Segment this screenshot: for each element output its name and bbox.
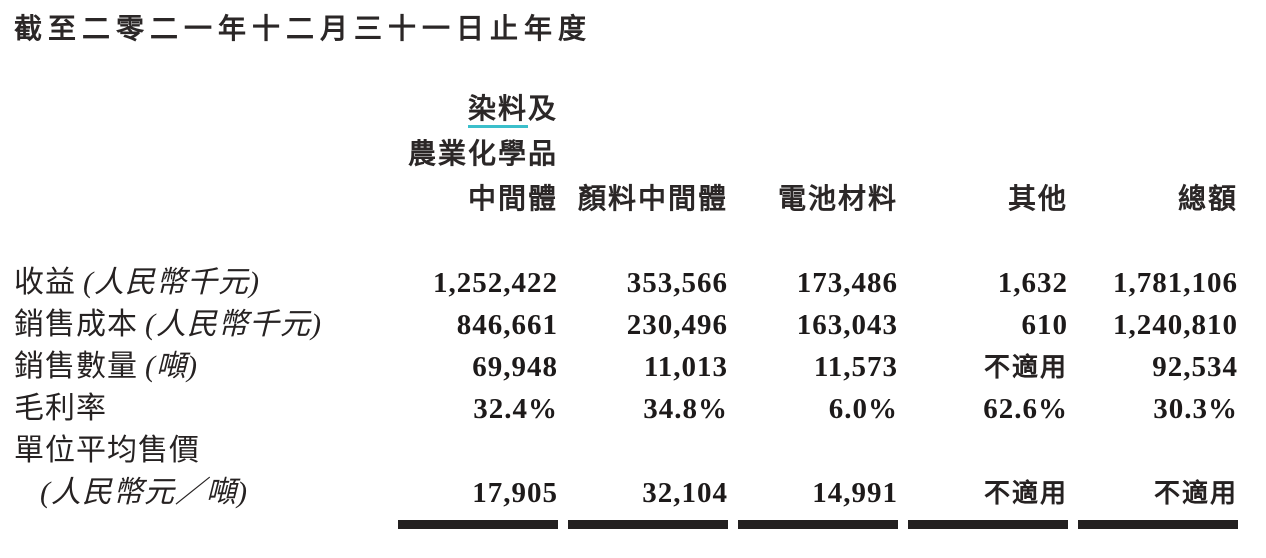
table-row-average-selling-price-label: 單位平均售價 [14,430,1238,472]
rule-cell [558,514,728,536]
cell-value [1068,430,1238,472]
table-row-cost-of-sales: 銷售成本 (人民幣千元) 846,661 230,496 163,043 610 … [14,304,1238,346]
column-header-total: 總額 [1177,183,1238,214]
cell-value [388,430,558,472]
row-label: 單位平均售價 [14,430,388,472]
cell-value: 69,948 [472,351,558,383]
page-title: 截至二零二一年十二月三十一日止年度 [14,13,593,44]
rule-spacer-cell [14,514,388,536]
row-label: 銷售成本 (人民幣千元) [14,304,388,346]
cell-value: 1,240,810 [1113,309,1238,341]
cell-value: 11,573 [813,351,898,383]
column-header-battery-materials: 電池材料 [777,183,898,214]
cell-value: 17,905 [472,477,558,509]
row-label-note: (人民幣元／噸) [40,476,248,509]
cell-value: 30.3% [1153,393,1238,425]
cell-value: 163,043 [796,309,898,341]
double-underline [1078,520,1238,529]
row-label-main: 單位平均售價 [14,434,200,467]
row-label-note: (人民幣千元) [83,266,260,299]
header-line-1-rest: 及 [527,93,558,124]
row-label-main: 收益 [14,266,76,299]
cell-value: 1,252,422 [433,267,558,299]
table-body: 收益 (人民幣千元) 1,252,422 353,566 173,486 1,63… [14,262,1238,536]
double-underline [568,520,728,529]
rule-cell [728,514,898,536]
cell-value: 1,781,106 [1113,267,1238,299]
cell-value: 92,534 [1152,351,1238,383]
column-header-others: 其他 [1007,183,1068,214]
underlined-term: 染料 [467,93,528,128]
cell-value-not-applicable: 不適用 [983,478,1068,508]
table-total-rule-row [14,514,1238,536]
cell-value: 173,486 [796,267,898,299]
table-row-gross-margin: 毛利率 32.4% 34.8% 6.0% 62.6% 30.3% [14,388,1238,430]
column-header-pigment-intermediates: 顏料中間體 [577,183,728,214]
table-row-average-selling-price-values: (人民幣元／噸) 17,905 32,104 14,991 不適用 不適用 [14,472,1238,514]
cell-value-not-applicable: 不適用 [1153,478,1238,508]
cell-value: 353,566 [626,267,728,299]
column-header-dyes-agrochemical-intermediates: 染料及 農業化學品 中間體 [388,86,558,221]
header-line-3: 中間體 [467,183,558,214]
rule-cell [1068,514,1238,536]
cell-value: 846,661 [456,309,558,341]
cell-value: 230,496 [626,309,728,341]
cell-value: 610 [1021,309,1068,341]
cell-value: 14,991 [812,477,898,509]
cell-value: 62.6% [983,393,1068,425]
row-label-note: (噸) [145,350,198,383]
double-underline [738,520,898,529]
row-label-main: 銷售數量 [14,350,138,383]
cell-value: 1,632 [997,267,1068,299]
cell-value: 32,104 [642,477,728,509]
cell-value: 6.0% [828,393,898,425]
cell-value-not-applicable: 不適用 [983,352,1068,382]
table-row-sales-volume: 銷售數量 (噸) 69,948 11,013 11,573 不適用 92,534 [14,346,1238,388]
cell-value: 11,013 [643,351,728,383]
row-label-main: 毛利率 [14,392,107,425]
cell-value [558,430,728,472]
header-line-1: 染料及 [398,86,558,131]
segment-results-table: 染料及 農業化學品 中間體 顏料中間體 電池材料 其他 總額 收益 (人民幣千元)… [14,86,1238,536]
table-header-row: 染料及 農業化學品 中間體 顏料中間體 電池材料 其他 總額 [14,86,1238,221]
row-label: 銷售數量 (噸) [14,346,388,388]
row-label: 收益 (人民幣千元) [14,262,388,304]
double-underline [398,520,558,529]
row-label-main: 銷售成本 [14,308,138,341]
double-underline [908,520,1068,529]
cell-value [728,430,898,472]
row-label-note: (人民幣千元) [145,308,322,341]
cell-value: 32.4% [473,393,558,425]
header-line-2: 農業化學品 [407,138,558,169]
table-row-revenue: 收益 (人民幣千元) 1,252,422 353,566 173,486 1,63… [14,262,1238,304]
annual-report-table-page: 截至二零二一年十二月三十一日止年度 染料及 農業化學品 中間體 顏料中間體 電池… [0,12,1266,558]
rule-cell [388,514,558,536]
row-label: 毛利率 [14,388,388,430]
row-label: (人民幣元／噸) [14,472,388,514]
cell-value: 34.8% [643,393,728,425]
cell-value [898,430,1068,472]
rule-cell [898,514,1068,536]
